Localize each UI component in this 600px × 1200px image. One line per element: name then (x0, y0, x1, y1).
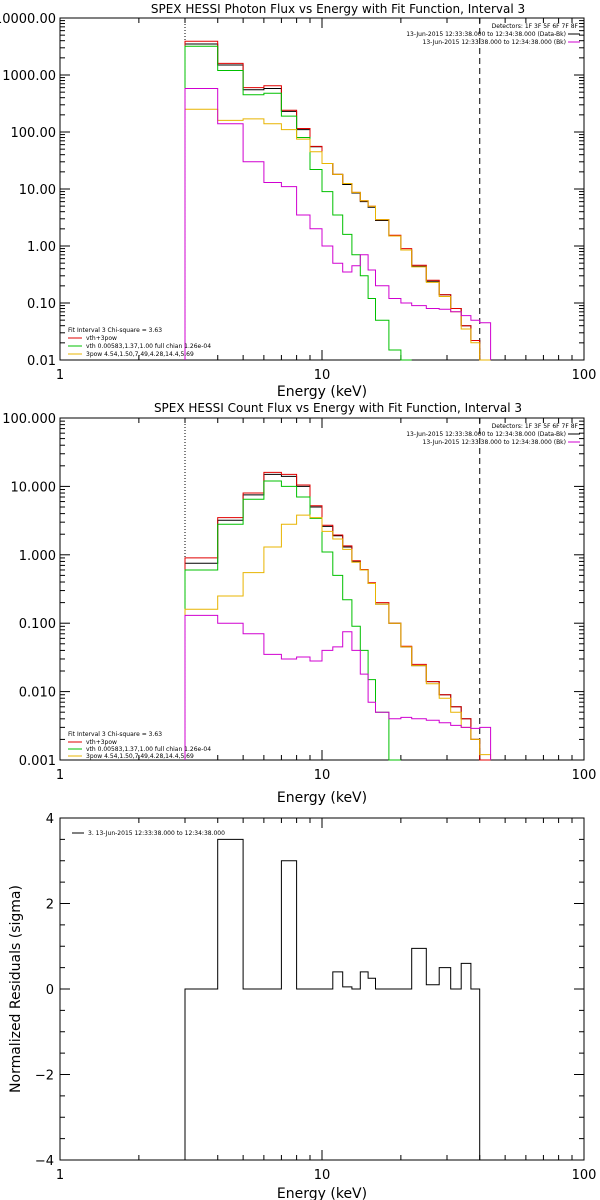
y-tick-label: 1.00 (27, 240, 56, 255)
x-tick-label: 1 (56, 1168, 64, 1183)
x-tick-label: 100 (572, 768, 597, 783)
chart1-fit-legend-total: vth+3pow (86, 335, 117, 342)
series-2-step-line (184, 45, 412, 361)
chart2-frame (59, 417, 585, 761)
series-1-step-line (184, 40, 491, 361)
y-tick-label: −2 (35, 1069, 54, 1084)
x-tick-label: 10 (314, 768, 331, 783)
series-4-step-line (184, 88, 492, 360)
chart1-fit-legend-3pow: 3pow 4.54,1.50,7.49,4.28,14.4,5.69 (86, 351, 194, 358)
photon-flux-chart: SPEX HESSI Photon Flux vs Energy with Fi… (0, 2, 596, 400)
chart2-fit-legend-title: Fit Interval 3 Chi-square = 3.63 (68, 731, 162, 738)
y-tick-label: 2 (46, 898, 54, 913)
chart2-header-legend-bk: 13-Jun-2015 12:33:38.000 to 12:34:38.000… (423, 439, 566, 446)
x-tick-label: 10 (314, 1168, 331, 1183)
series-0-step-line (184, 838, 481, 1160)
y-tick-label: 100.000 (2, 412, 56, 427)
x-tick-label: 10 (314, 368, 331, 383)
x-tick-label: 100 (572, 368, 597, 383)
chart2-fit-legend-vth: vth 0.00583,1.37,1.00 full chian 1.26e-0… (86, 746, 211, 753)
chart1-header-legend-data: 13-Jun-2015 12:33:38.000 to 12:34:38.000… (406, 31, 566, 38)
chart1-title: SPEX HESSI Photon Flux vs Energy with Fi… (151, 2, 525, 16)
chart2-fit-legend-total: vth+3pow (86, 739, 117, 746)
count-flux-chart: SPEX HESSI Count Flux vs Energy with Fit… (2, 401, 596, 806)
chart1-fit-legend-vth: vth 0.00583,1.37,1.00 full chian 1.26e-0… (86, 343, 211, 350)
y-tick-label: 0.100 (19, 617, 56, 632)
chart3-legend: 3. 13-Jun-2015 12:33:38.000 to 12:34:38.… (88, 830, 225, 837)
residuals-chart: 1 10 100 −4 −2 0 2 4 3. 13-Jun-2015 12:33:38.00… (8, 812, 596, 1200)
chart3-xlabel: Energy (keV) (277, 1186, 367, 1200)
chart3-ylabel: Normalized Residuals (sigma) (8, 885, 24, 1093)
chart2-detectors: Detectors: 1F 3F 5F 6F 7F 8F (492, 423, 579, 430)
chart1-detectors: Detectors: 1F 3F 5F 6F 7F 8F (492, 23, 579, 30)
x-tick-label: 1 (56, 768, 64, 783)
series-4-step-line (184, 614, 492, 760)
y-tick-label: 0.010 (19, 686, 56, 701)
y-tick-label: 1000.00 (2, 69, 56, 84)
chart1-header-legend-bk: 13-Jun-2015 12:33:38.000 to 12:34:38.000… (423, 39, 566, 46)
chart1-xlabel: Energy (keV) (277, 384, 367, 400)
y-tick-label: 4 (46, 812, 54, 827)
series-1-step-line (184, 471, 491, 761)
y-tick-label: 0 (46, 983, 54, 998)
y-tick-label: −4 (35, 1154, 54, 1169)
y-tick-label: 10000.00 (0, 12, 56, 27)
chart2-fit-legend-3pow: 3pow 4.54,1.50,7.49,4.28,14.4,5.69 (86, 753, 194, 760)
series-3-step-line (184, 514, 492, 760)
y-tick-label: 0.10 (27, 297, 56, 312)
y-tick-label: 100.00 (11, 126, 57, 141)
y-tick-label: 0.01 (27, 354, 56, 369)
chart2-title: SPEX HESSI Count Flux vs Energy with Fit… (154, 401, 522, 415)
y-tick-label: 10.000 (11, 480, 57, 495)
chart1-fit-legend-title: Fit Interval 3 Chi-square = 3.63 (68, 327, 162, 334)
x-tick-label: 100 (572, 1168, 597, 1183)
x-tick-label: 1 (56, 368, 64, 383)
series-3-step-line (184, 108, 491, 361)
chart2-xlabel: Energy (keV) (277, 790, 367, 806)
y-tick-label: 1.000 (19, 549, 56, 564)
y-tick-label: 0.001 (19, 754, 56, 769)
y-tick-label: 10.00 (19, 183, 56, 198)
series-0-step-line (184, 43, 491, 361)
chart2-header-legend-data: 13-Jun-2015 12:33:38.000 to 12:34:38.000… (406, 431, 566, 438)
